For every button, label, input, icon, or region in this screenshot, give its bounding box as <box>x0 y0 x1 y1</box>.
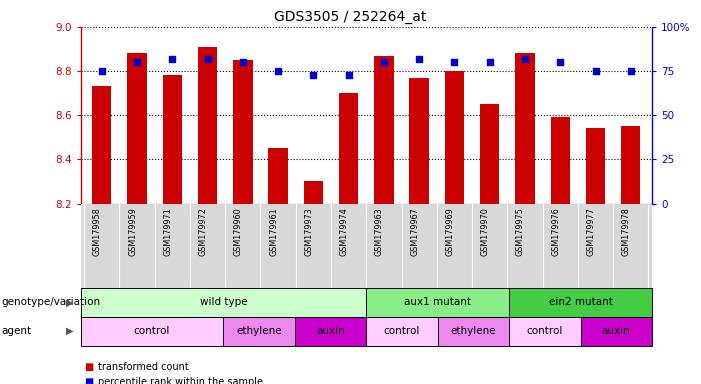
Text: wild type: wild type <box>200 297 247 308</box>
Bar <box>81 288 366 317</box>
Text: percentile rank within the sample: percentile rank within the sample <box>98 377 263 384</box>
Point <box>202 56 213 62</box>
Text: GSM179959: GSM179959 <box>128 207 137 256</box>
Bar <box>580 317 652 346</box>
Text: control: control <box>134 326 170 336</box>
Bar <box>509 317 580 346</box>
Bar <box>128 53 147 204</box>
Text: auxin: auxin <box>602 326 631 336</box>
Text: auxin: auxin <box>316 326 345 336</box>
Point <box>484 59 496 65</box>
Point <box>414 56 425 62</box>
Text: GSM179961: GSM179961 <box>269 207 278 255</box>
Bar <box>198 47 217 204</box>
Bar <box>550 118 570 204</box>
Text: GSM179972: GSM179972 <box>198 207 207 256</box>
Bar <box>366 317 437 346</box>
Text: ▶: ▶ <box>67 326 74 336</box>
Text: GSM179974: GSM179974 <box>340 207 348 256</box>
Text: ein2 mutant: ein2 mutant <box>549 297 613 308</box>
Point <box>379 59 390 65</box>
Bar <box>295 317 366 346</box>
Text: GSM179963: GSM179963 <box>375 207 384 255</box>
Point <box>625 68 637 74</box>
Point <box>519 56 531 62</box>
Text: ■: ■ <box>84 377 93 384</box>
Bar <box>621 126 641 204</box>
Bar <box>163 76 182 204</box>
Text: ethylene: ethylene <box>236 326 282 336</box>
Text: ■: ■ <box>84 362 93 372</box>
Text: genotype/variation: genotype/variation <box>1 297 100 308</box>
Text: ethylene: ethylene <box>451 326 496 336</box>
Text: GSM179960: GSM179960 <box>234 207 243 255</box>
Point <box>96 68 107 74</box>
Point <box>237 59 248 65</box>
Text: transformed count: transformed count <box>98 362 189 372</box>
Bar <box>224 317 295 346</box>
Point <box>343 71 354 78</box>
Bar <box>409 78 429 204</box>
Text: GSM179967: GSM179967 <box>410 207 419 256</box>
Bar <box>339 93 358 204</box>
Bar <box>374 56 393 204</box>
Bar <box>304 181 323 204</box>
Bar <box>366 288 509 317</box>
Bar <box>268 148 288 204</box>
Bar <box>515 53 535 204</box>
Text: GSM179977: GSM179977 <box>587 207 596 256</box>
Point <box>167 56 178 62</box>
Text: aux1 mutant: aux1 mutant <box>404 297 471 308</box>
Text: control: control <box>383 326 420 336</box>
Bar <box>509 288 652 317</box>
Text: GSM179978: GSM179978 <box>622 207 631 256</box>
Text: GSM179975: GSM179975 <box>516 207 525 256</box>
Text: agent: agent <box>1 326 32 336</box>
Text: control: control <box>526 326 563 336</box>
Text: GSM179970: GSM179970 <box>481 207 490 256</box>
Bar <box>444 71 464 204</box>
Text: GSM179976: GSM179976 <box>551 207 560 256</box>
Text: ▶: ▶ <box>67 297 74 308</box>
Point <box>590 68 601 74</box>
Text: GSM179973: GSM179973 <box>304 207 313 256</box>
Text: GDS3505 / 252264_at: GDS3505 / 252264_at <box>274 10 427 23</box>
Point <box>273 68 284 74</box>
Bar <box>81 317 224 346</box>
Text: GSM179958: GSM179958 <box>93 207 102 256</box>
Point <box>131 59 142 65</box>
Bar <box>92 86 111 204</box>
Point <box>449 59 460 65</box>
Bar <box>480 104 499 204</box>
Bar <box>586 129 605 204</box>
Text: GSM179971: GSM179971 <box>163 207 172 256</box>
Bar <box>437 317 509 346</box>
Point <box>308 71 319 78</box>
Point <box>554 59 566 65</box>
Text: GSM179969: GSM179969 <box>445 207 454 256</box>
Bar <box>233 60 252 204</box>
